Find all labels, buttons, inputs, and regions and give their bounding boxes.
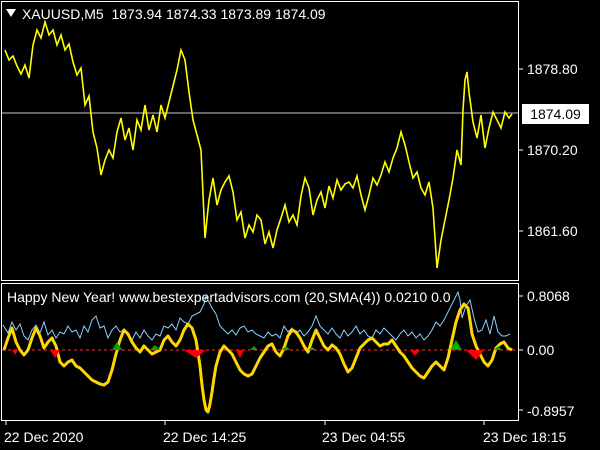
price-axis-label: 1861.60 — [527, 223, 578, 239]
chart-title: XAUUSD,M5 1873.94 1874.33 1873.89 1874.0… — [22, 6, 326, 22]
time-axis-label: 23 Dec 18:15 — [483, 429, 567, 445]
price-axis-label: 1878.80 — [527, 61, 578, 77]
bullish-markers — [112, 340, 502, 350]
indicator-axis-label: 0.00 — [527, 342, 555, 358]
price-axis-label: 1870.20 — [527, 142, 578, 158]
time-axis-ticks — [5, 420, 485, 425]
oscillator-line — [2, 302, 513, 414]
price-pane-frame — [1, 1, 519, 281]
bearish-markers — [12, 350, 484, 360]
current-price-badge: 1874.09 — [522, 104, 589, 124]
time-axis-label: 22 Dec 14:25 — [163, 429, 247, 445]
triangle-down-icon[interactable] — [6, 9, 16, 17]
indicator-axis-label: 0.8068 — [527, 288, 570, 304]
signal-line — [2, 290, 511, 341]
ohlc-values: 1873.94 1874.33 1873.89 1874.09 — [111, 6, 326, 22]
indicator-pane-frame — [1, 283, 519, 421]
time-axis-label: 22 Dec 2020 — [4, 429, 84, 445]
time-axis-label: 23 Dec 04:55 — [322, 429, 406, 445]
symbol-label: XAUUSD,M5 — [22, 6, 104, 22]
indicator-axis-label: -0.8957 — [527, 403, 575, 419]
price-line — [4, 19, 513, 269]
price-axis-ticks — [518, 68, 523, 411]
indicator-label: Happy New Year! www.bestexpertadvisors.c… — [7, 289, 451, 305]
